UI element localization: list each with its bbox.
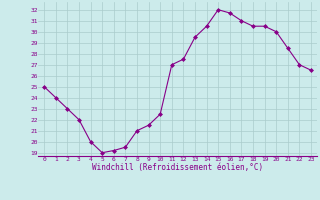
X-axis label: Windchill (Refroidissement éolien,°C): Windchill (Refroidissement éolien,°C) <box>92 163 263 172</box>
